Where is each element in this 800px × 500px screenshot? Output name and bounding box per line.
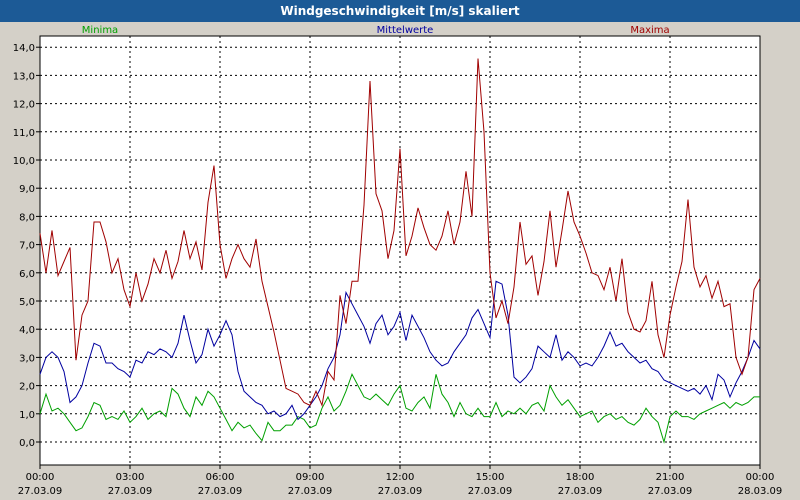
x-tick-date: 28.03.09 xyxy=(738,486,783,497)
y-tick-label: 2,0 xyxy=(19,382,35,393)
x-tick-time: 15:00 xyxy=(476,472,505,483)
y-tick-label: 13,0 xyxy=(13,71,35,82)
y-tick-label: 1,0 xyxy=(19,410,35,421)
y-tick-label: 0,0 xyxy=(19,438,35,449)
y-tick-label: 8,0 xyxy=(19,212,35,223)
x-tick-date: 27.03.09 xyxy=(198,486,243,497)
x-tick-date: 27.03.09 xyxy=(18,486,63,497)
y-tick-label: 4,0 xyxy=(19,325,35,336)
x-tick-time: 09:00 xyxy=(296,472,325,483)
series-line-mittelwerte xyxy=(39,280,761,421)
x-tick-time: 03:00 xyxy=(116,472,145,483)
legend-label-mittelwerte: Mittelwerte xyxy=(377,25,434,36)
plot-background xyxy=(39,35,761,466)
y-tick-label: 11,0 xyxy=(13,128,35,139)
y-tick-label: 7,0 xyxy=(19,241,35,252)
y-tick-label: 9,0 xyxy=(19,184,35,195)
y-tick-label: 5,0 xyxy=(19,297,35,308)
grid-lines xyxy=(40,36,760,465)
x-axis: 00:00 27.03.09 03:00 27.03.09 06:00 27.03.09 0… xyxy=(18,465,783,497)
legend: Minima Mittelwerte Maxima xyxy=(82,25,670,36)
x-tick-date: 27.03.09 xyxy=(558,486,603,497)
y-axis: 0,0 1,0 2,0 3,0 4,0 5,0 6,0 7,0 8,0 9,0 10,0 11,0 12… xyxy=(13,43,40,449)
y-tick-label: 3,0 xyxy=(19,353,35,364)
x-tick-time: 06:00 xyxy=(206,472,235,483)
x-tick-date: 27.03.09 xyxy=(288,486,333,497)
series-line-minima xyxy=(39,373,760,444)
y-tick-label: 14,0 xyxy=(13,43,35,54)
x-tick-time: 12:00 xyxy=(386,472,415,483)
x-tick-date: 27.03.09 xyxy=(378,486,423,497)
x-tick-time: 00:00 xyxy=(746,472,775,483)
wind-speed-chart: 0,0 1,0 2,0 3,0 4,0 5,0 6,0 7,0 8,0 9,0 10,0 11,0 12… xyxy=(13,25,783,497)
window-title: Windgeschwindigkeit [m/s] skaliert xyxy=(0,0,800,22)
series-lines xyxy=(39,58,761,444)
x-tick-time: 21:00 xyxy=(656,472,685,483)
y-tick-label: 10,0 xyxy=(13,156,35,167)
legend-label-minima: Minima xyxy=(82,25,118,36)
x-tick-date: 27.03.09 xyxy=(648,486,693,497)
series-line-maxima xyxy=(39,58,761,408)
x-tick-time: 18:00 xyxy=(566,472,595,483)
x-tick-time: 00:00 xyxy=(26,472,55,483)
y-tick-label: 12,0 xyxy=(13,100,35,111)
x-tick-date: 27.03.09 xyxy=(108,486,153,497)
x-tick-date: 27.03.09 xyxy=(468,486,513,497)
y-tick-label: 6,0 xyxy=(19,269,35,280)
legend-label-maxima: Maxima xyxy=(630,25,669,36)
